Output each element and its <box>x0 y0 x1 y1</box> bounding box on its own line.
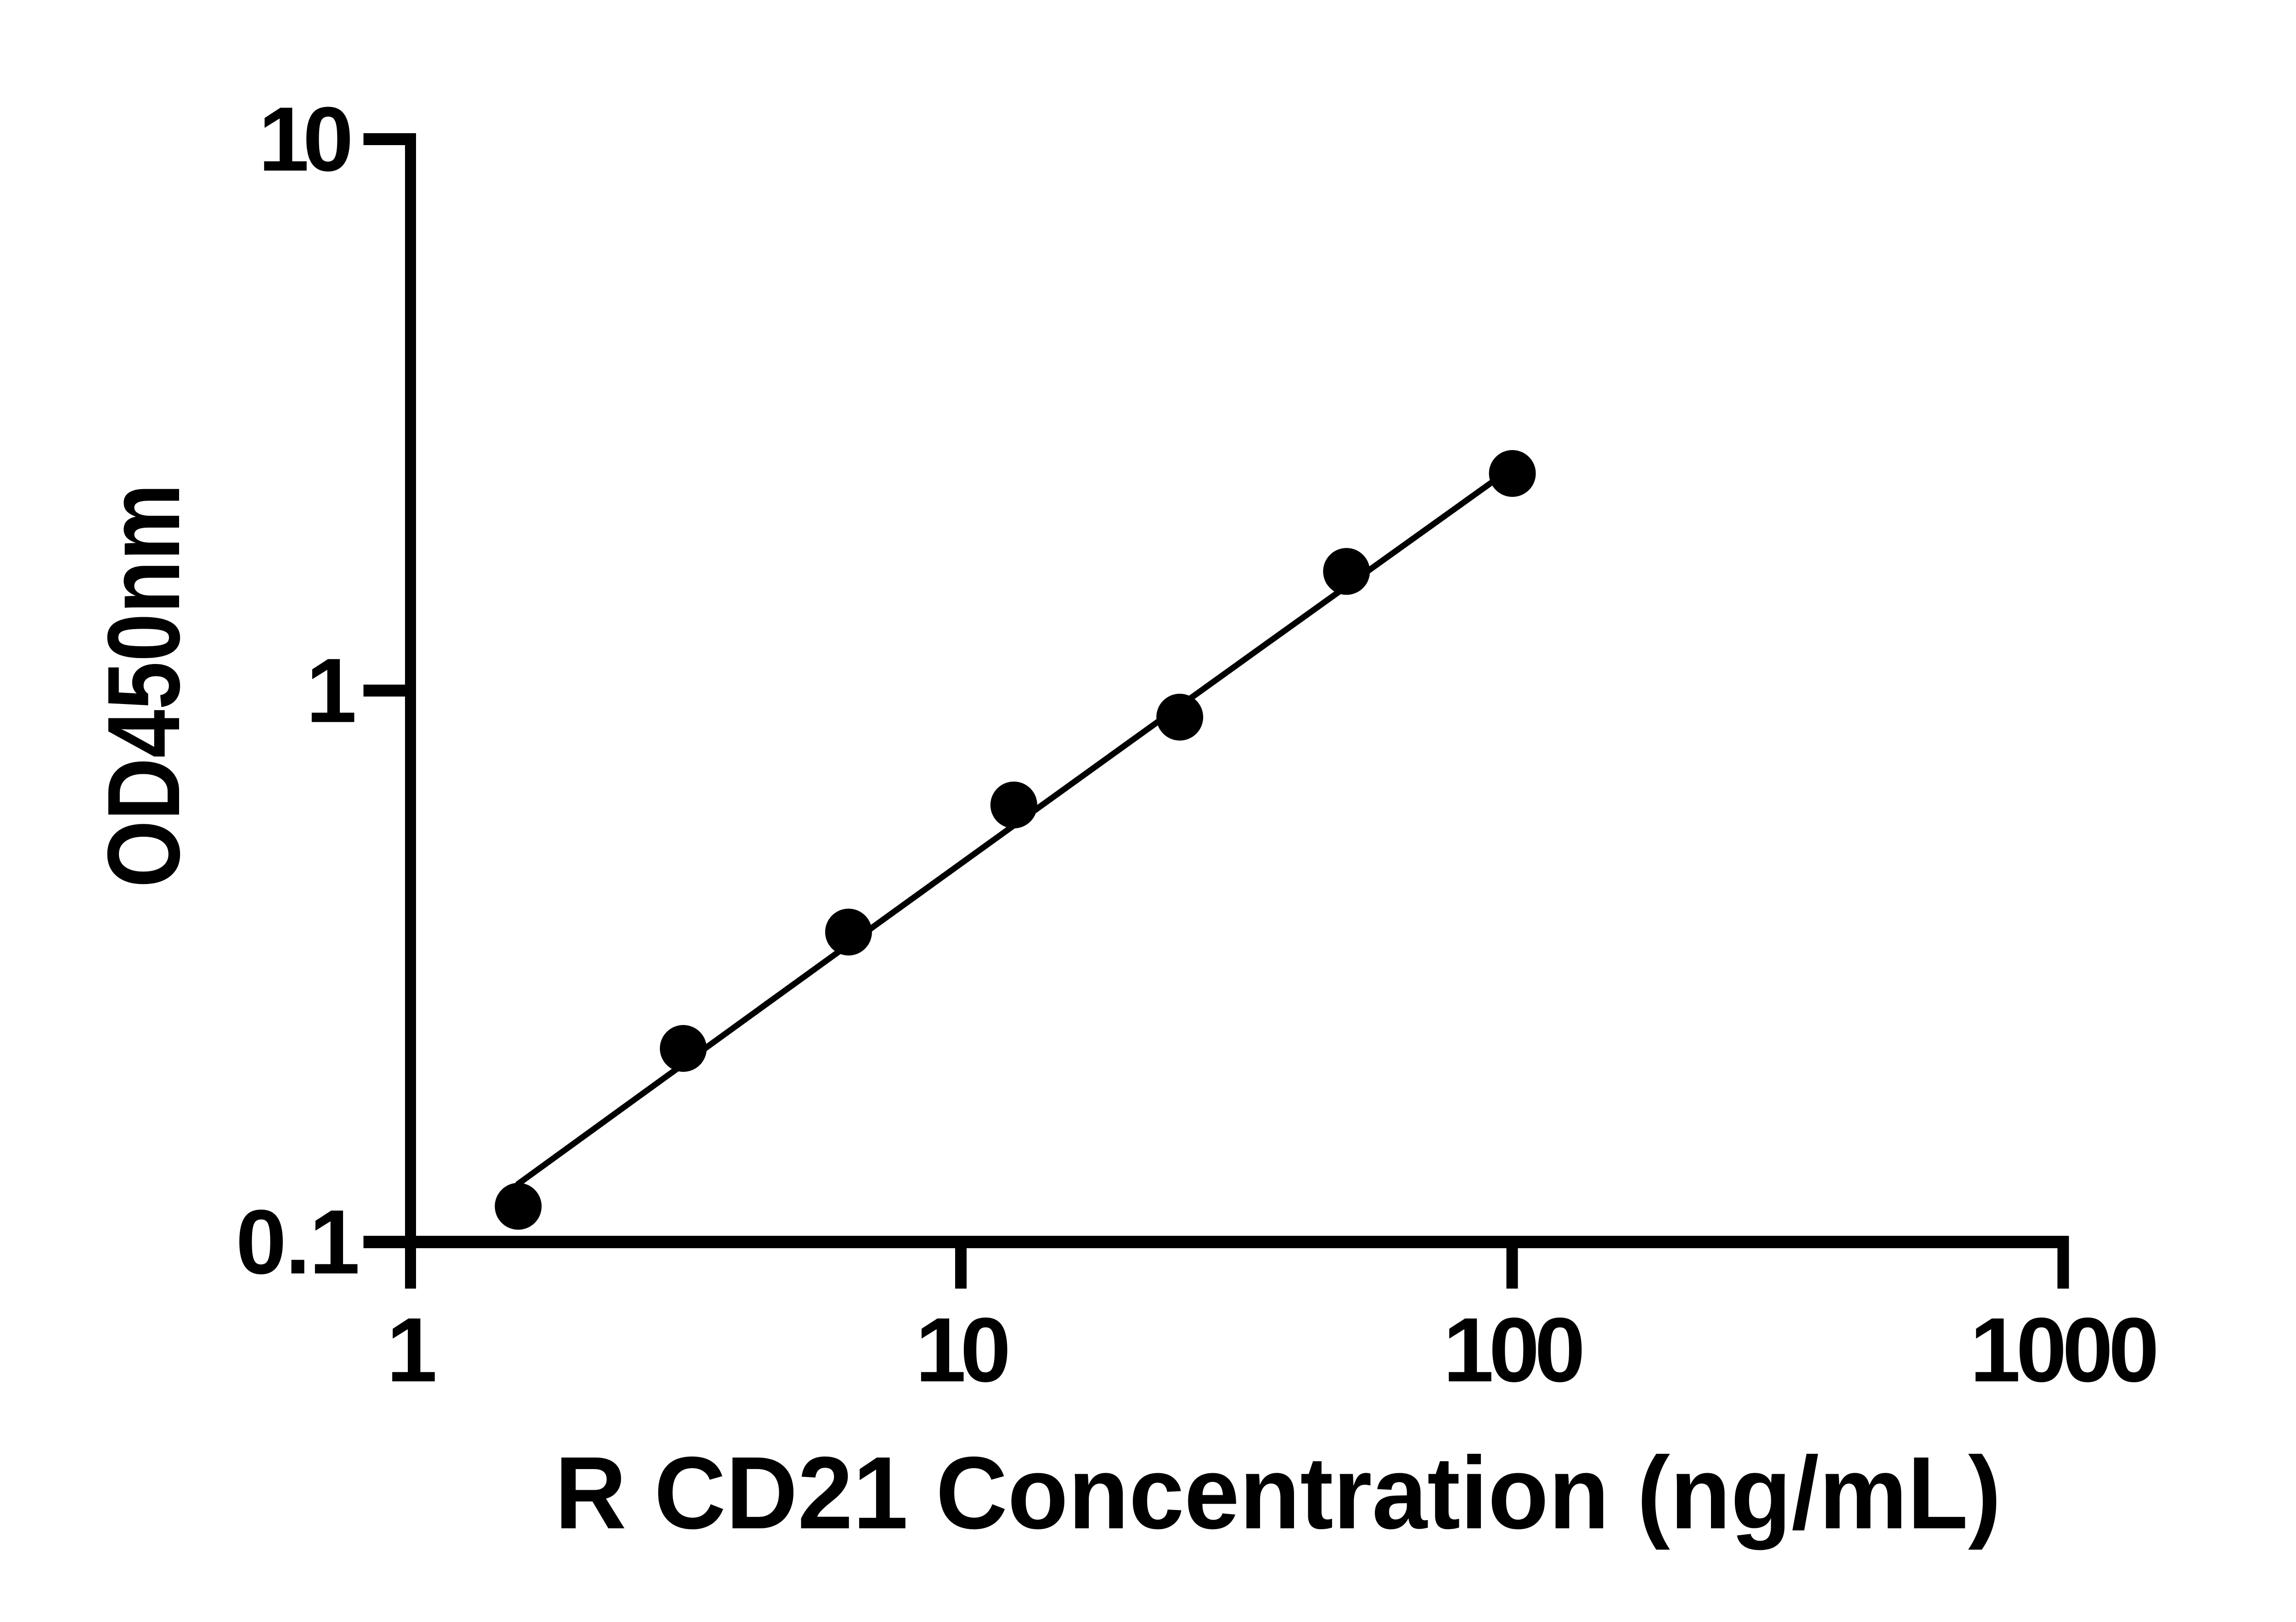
svg-text:10: 10 <box>915 1299 1007 1401</box>
svg-text:OD450nm: OD450nm <box>86 484 201 888</box>
svg-text:1: 1 <box>306 640 357 742</box>
svg-text:0.1: 0.1 <box>236 1191 359 1293</box>
svg-text:100: 100 <box>1443 1299 1581 1401</box>
svg-text:1: 1 <box>387 1299 438 1401</box>
svg-text:1000: 1000 <box>1970 1299 2156 1401</box>
svg-text:R CD21 Concentration (ng/mL): R CD21 Concentration (ng/mL) <box>555 1436 2001 1550</box>
svg-text:10: 10 <box>259 89 350 191</box>
